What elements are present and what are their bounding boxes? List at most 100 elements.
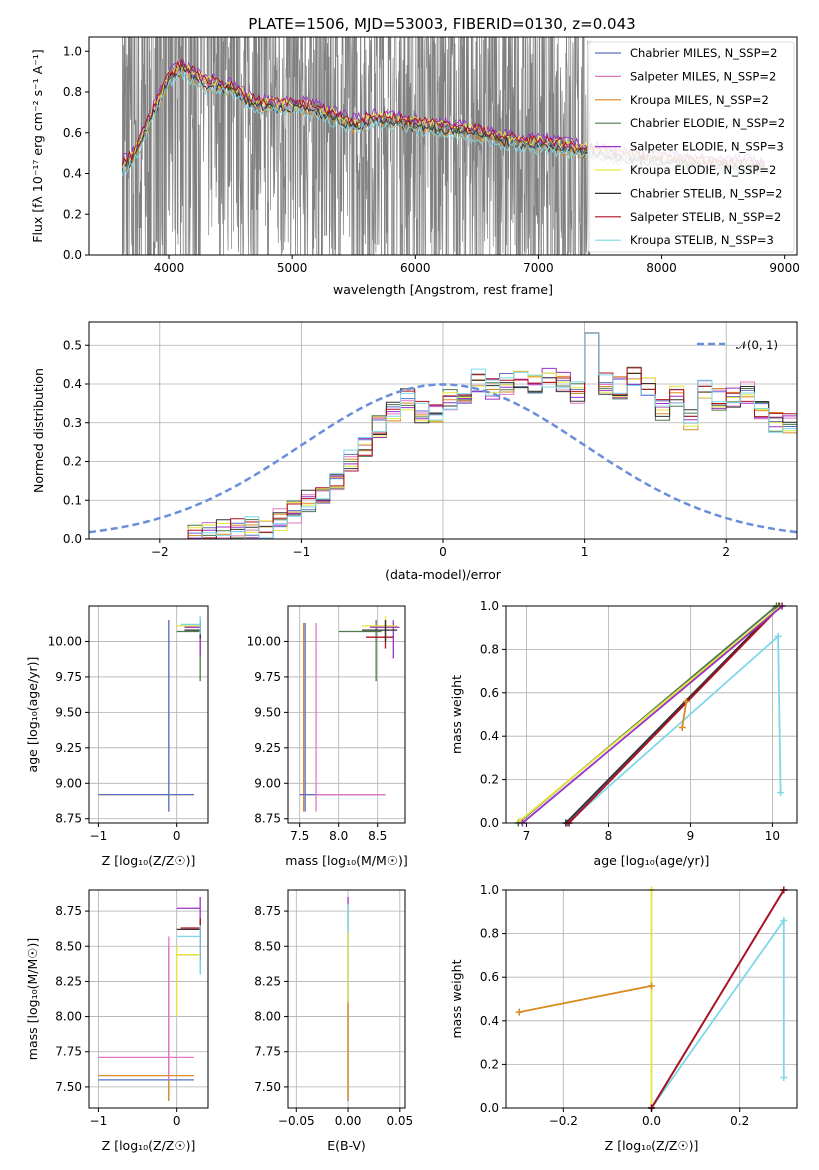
x-tick-label: 6000: [400, 261, 431, 275]
figure-title: PLATE=1506, MJD=53003, FIBERID=0130, z=0…: [248, 15, 635, 33]
spectrum-panel: 4000 5000 6000 7000 8000 9000 0.0 0.2 0.4 0.6 0.8 1…: [30, 36, 800, 297]
y-tick-label: 0.6: [63, 126, 82, 140]
x-tick-label: −1: [90, 829, 108, 843]
y-tick-label: 9.25: [254, 741, 281, 755]
axes-frame: [88, 36, 798, 256]
y-tick-label: 0.8: [480, 642, 499, 656]
y-tick-label: 1.0: [63, 44, 82, 58]
y-tick-label: 0.6: [480, 970, 499, 984]
legend-entry: Kroupa MILES, N_SSP=2: [630, 93, 769, 107]
massweight-line: [650, 889, 785, 1109]
y-tick-label: 0.3: [63, 416, 82, 430]
histogram-step: [89, 332, 797, 539]
plus-marker: [774, 632, 782, 640]
x-tick-label: 7: [523, 829, 531, 843]
y-tick-label: 0.6: [480, 686, 499, 700]
x-tick-label: 1: [581, 545, 589, 559]
x-tick-label: 8: [605, 829, 613, 843]
x-tick-label: 2: [722, 545, 730, 559]
y-tick-label: 1.0: [480, 883, 499, 897]
x-axis-label: wavelength [Angstrom, rest frame]: [333, 282, 553, 297]
y-tick-label: 8.50: [254, 939, 281, 953]
x-tick-label: 7000: [523, 261, 554, 275]
y-tick-label: 0.2: [480, 773, 499, 787]
histogram-step: [89, 332, 797, 539]
x-axis-label: (data-model)/error: [385, 567, 502, 582]
residuals-panel: −2 −1 0 1 2 0.0 0.1 0.2 0.3 0.4 0.5 (data-model)/er…: [31, 321, 798, 582]
x-tick-label: 8.5: [368, 829, 387, 843]
y-tick-label: 8.00: [55, 1010, 82, 1024]
y-tick-label: 8.75: [254, 904, 281, 918]
x-tick-label: 10: [765, 829, 780, 843]
plus-marker: [780, 1073, 788, 1081]
x-tick-label: 8000: [646, 261, 677, 275]
y-tick-label: 7.75: [55, 1045, 82, 1059]
age-vs-z-panel: −1 0 8.75 9.00 9.25 9.50 9.75 10.00 Z [log₁₀(Z/Z…: [25, 605, 209, 868]
legend-entry: Chabrier MILES, N_SSP=2: [630, 46, 777, 60]
axes-frame: [287, 889, 406, 1109]
massweight-line: [519, 605, 782, 822]
y-tick-label: 0.0: [480, 816, 499, 830]
y-tick-label: 1.0: [480, 599, 499, 613]
massweight-vs-z-panel: −0.2 0.0 0.2 0.0 0.2 0.4 0.6 0.8 1.0 Z [log₁₀(Z/Z…: [449, 883, 798, 1153]
x-axis-label: age [log₁₀(age/yr)]: [594, 853, 710, 868]
x-axis-label: Z [log₁₀(Z/Z☉)]: [605, 1138, 699, 1153]
y-tick-label: 7.75: [254, 1045, 281, 1059]
x-tick-label: 5000: [277, 261, 308, 275]
x-tick-label: 7.5: [290, 829, 309, 843]
plot-area: [89, 332, 797, 539]
x-tick-label: 4000: [154, 261, 185, 275]
massweight-line: [568, 605, 782, 824]
y-tick-label: 9.50: [254, 705, 281, 719]
y-axis-label: mass weight: [449, 675, 464, 754]
legend: Chabrier MILES, N_SSP=2 Salpeter MILES, N…: [587, 41, 795, 253]
y-tick-label: 8.25: [55, 974, 82, 988]
y-tick-label: 0.4: [480, 729, 499, 743]
histogram-step: [89, 332, 797, 539]
x-tick-label: −1: [293, 545, 311, 559]
axes-frame: [88, 605, 209, 824]
y-tick-label: 8.75: [55, 812, 82, 826]
age-vs-mass-panel: 7.5 8.0 8.5 8.75 9.00 9.25 9.50 9.75 10.00 mass […: [247, 605, 408, 868]
legend-entry: Salpeter MILES, N_SSP=2: [630, 69, 776, 83]
y-axis-label: Normed distribution: [31, 368, 46, 493]
histogram-step: [89, 332, 797, 539]
y-tick-label: 9.75: [254, 670, 281, 684]
legend-entry: 𝒩(0, 1): [736, 338, 778, 352]
legend-entry: Kroupa ELODIE, N_SSP=2: [630, 163, 776, 177]
x-tick-label: 0: [173, 829, 181, 843]
y-tick-label: 0.1: [63, 493, 82, 507]
plus-marker: [682, 697, 690, 705]
histogram-step: [89, 332, 797, 539]
y-tick-label: 7.50: [55, 1080, 82, 1094]
y-tick-label: 0.4: [63, 377, 82, 391]
data-spectrum-line: [121, 37, 591, 255]
x-tick-label: 0.05: [386, 1114, 413, 1128]
massweight-line: [519, 985, 652, 1013]
axes-frame: [505, 605, 798, 824]
x-axis-label: Z [log₁₀(Z/Z☉)]: [102, 853, 196, 868]
x-tick-label: 0: [439, 545, 447, 559]
y-tick-label: 0.8: [63, 85, 82, 99]
legend-entry: Salpeter ELODIE, N_SSP=3: [630, 140, 784, 154]
y-tick-label: 0.8: [480, 927, 499, 941]
y-tick-label: 0.2: [480, 1057, 499, 1071]
y-tick-label: 8.75: [55, 904, 82, 918]
y-axis-label: mass [log₁₀(M/M☉)]: [25, 938, 40, 1060]
massweight-line: [565, 605, 780, 824]
y-tick-label: 9.50: [55, 705, 82, 719]
massweight-line: [650, 917, 785, 1109]
plus-marker: [777, 789, 785, 797]
histogram-step: [89, 332, 797, 539]
x-tick-label: −0.05: [278, 1114, 315, 1128]
x-tick-label: 0: [173, 1114, 181, 1128]
y-tick-label: 9.25: [55, 741, 82, 755]
plus-marker: [515, 1008, 523, 1016]
histogram-step: [89, 332, 797, 539]
x-tick-label: 9000: [769, 261, 800, 275]
legend-entry: Chabrier ELODIE, N_SSP=2: [630, 116, 785, 130]
y-tick-label: 9.00: [254, 776, 281, 790]
legend-entry: Salpeter STELIB, N_SSP=2: [630, 210, 781, 224]
y-tick-label: 0.0: [63, 532, 82, 546]
x-axis-label: Z [log₁₀(Z/Z☉)]: [102, 1138, 196, 1153]
